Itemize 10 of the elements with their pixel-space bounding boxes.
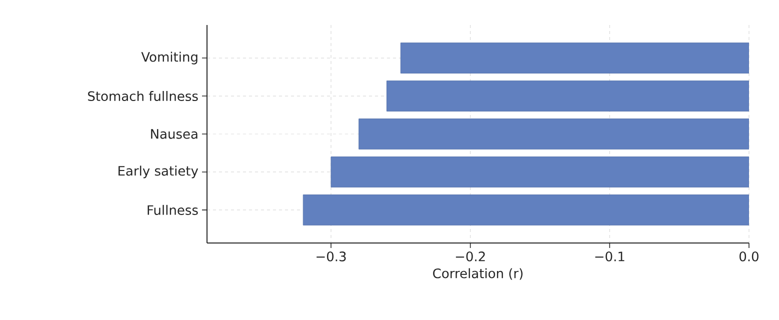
y-tick-label: Fullness [148,204,198,215]
x-tick-label: −0.1 [595,252,624,262]
y-tick-label: Nausea [151,129,198,139]
y-tick-label: Stomach fullness [88,90,198,102]
x-tick-label: −0.3 [316,252,346,262]
y-tick-label: Early satiety [118,166,198,178]
x-axis-title: Correlation (r) [433,268,523,280]
x-tick-label: 0.0 [740,252,758,262]
x-tick-label: −0.2 [456,252,485,262]
y-tick-label: Vomiting [141,52,198,64]
